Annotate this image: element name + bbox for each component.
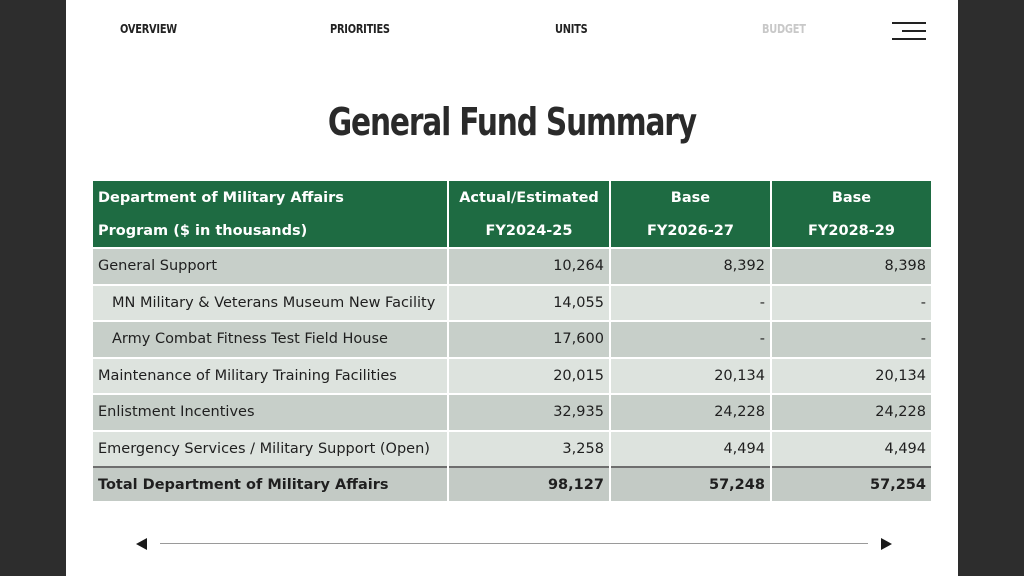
header-department: Department of Military Affairs xyxy=(93,181,450,214)
header-base-1: Base xyxy=(609,181,772,214)
row-label: MN Military & Veterans Museum New Facili… xyxy=(93,283,450,321)
total-value-fy2026-27: 57,248 xyxy=(609,466,772,501)
nav-units[interactable]: UNITS xyxy=(555,22,588,36)
row-value-fy2024-25: 3,258 xyxy=(448,429,611,467)
header-actual-estimated: Actual/Estimated xyxy=(448,181,611,214)
table-row: Army Combat Fitness Test Field House 17,… xyxy=(93,320,931,358)
row-value-fy2024-25: 17,600 xyxy=(448,320,611,358)
row-value-fy2024-25: 32,935 xyxy=(448,393,611,431)
slide-pager xyxy=(136,536,892,552)
nav-overview[interactable]: OVERVIEW xyxy=(120,22,177,36)
header-fy2024-25: FY2024-25 xyxy=(448,214,611,248)
row-value-fy2024-25: 20,015 xyxy=(448,356,611,394)
row-label: Maintenance of Military Training Facilit… xyxy=(93,356,450,394)
table-header-row-2: Program ($ in thousands) FY2024-25 FY202… xyxy=(93,214,931,248)
table-row: MN Military & Veterans Museum New Facili… xyxy=(93,283,931,321)
row-value-fy2028-29: 8,398 xyxy=(770,247,931,285)
nav-budget[interactable]: BUDGET xyxy=(762,22,806,36)
top-nav: OVERVIEW PRIORITIES UNITS BUDGET xyxy=(66,22,958,42)
row-value-fy2028-29: 4,494 xyxy=(770,429,931,467)
triangle-right-icon[interactable] xyxy=(881,538,892,550)
row-value-fy2028-29: 24,228 xyxy=(770,393,931,431)
slide: OVERVIEW PRIORITIES UNITS BUDGET General… xyxy=(66,0,958,576)
header-fy2028-29: FY2028-29 xyxy=(770,214,931,248)
table-row: General Support 10,264 8,392 8,398 xyxy=(93,247,931,285)
row-value-fy2026-27: 8,392 xyxy=(609,247,772,285)
page-title: General Fund Summary xyxy=(327,100,697,144)
header-base-2: Base xyxy=(770,181,931,214)
row-value-fy2026-27: 4,494 xyxy=(609,429,772,467)
triangle-left-icon[interactable] xyxy=(136,538,147,550)
table-total-row: Total Department of Military Affairs 98,… xyxy=(93,466,931,501)
table-row: Emergency Services / Military Support (O… xyxy=(93,429,931,467)
total-label: Total Department of Military Affairs xyxy=(93,466,450,501)
progress-track[interactable] xyxy=(160,543,868,544)
nav-priorities[interactable]: PRIORITIES xyxy=(330,22,390,36)
row-label: Army Combat Fitness Test Field House xyxy=(93,320,450,358)
row-value-fy2024-25: 14,055 xyxy=(448,283,611,321)
row-label: Emergency Services / Military Support (O… xyxy=(93,429,450,467)
general-fund-table: Department of Military Affairs Actual/Es… xyxy=(93,181,931,501)
row-value-fy2028-29: - xyxy=(770,320,931,358)
total-value-fy2028-29: 57,254 xyxy=(770,466,931,501)
row-value-fy2026-27: - xyxy=(609,283,772,321)
row-value-fy2028-29: - xyxy=(770,283,931,321)
row-value-fy2028-29: 20,134 xyxy=(770,356,931,394)
total-value-fy2024-25: 98,127 xyxy=(448,466,611,501)
row-value-fy2026-27: 20,134 xyxy=(609,356,772,394)
table-row: Maintenance of Military Training Facilit… xyxy=(93,356,931,394)
header-program: Program ($ in thousands) xyxy=(93,214,450,248)
table-row: Enlistment Incentives 32,935 24,228 24,2… xyxy=(93,393,931,431)
hamburger-menu-icon[interactable] xyxy=(892,22,926,46)
table-header-row-1: Department of Military Affairs Actual/Es… xyxy=(93,181,931,214)
row-label: General Support xyxy=(93,247,450,285)
header-fy2026-27: FY2026-27 xyxy=(609,214,772,248)
row-value-fy2026-27: 24,228 xyxy=(609,393,772,431)
row-value-fy2026-27: - xyxy=(609,320,772,358)
row-value-fy2024-25: 10,264 xyxy=(448,247,611,285)
row-label: Enlistment Incentives xyxy=(93,393,450,431)
